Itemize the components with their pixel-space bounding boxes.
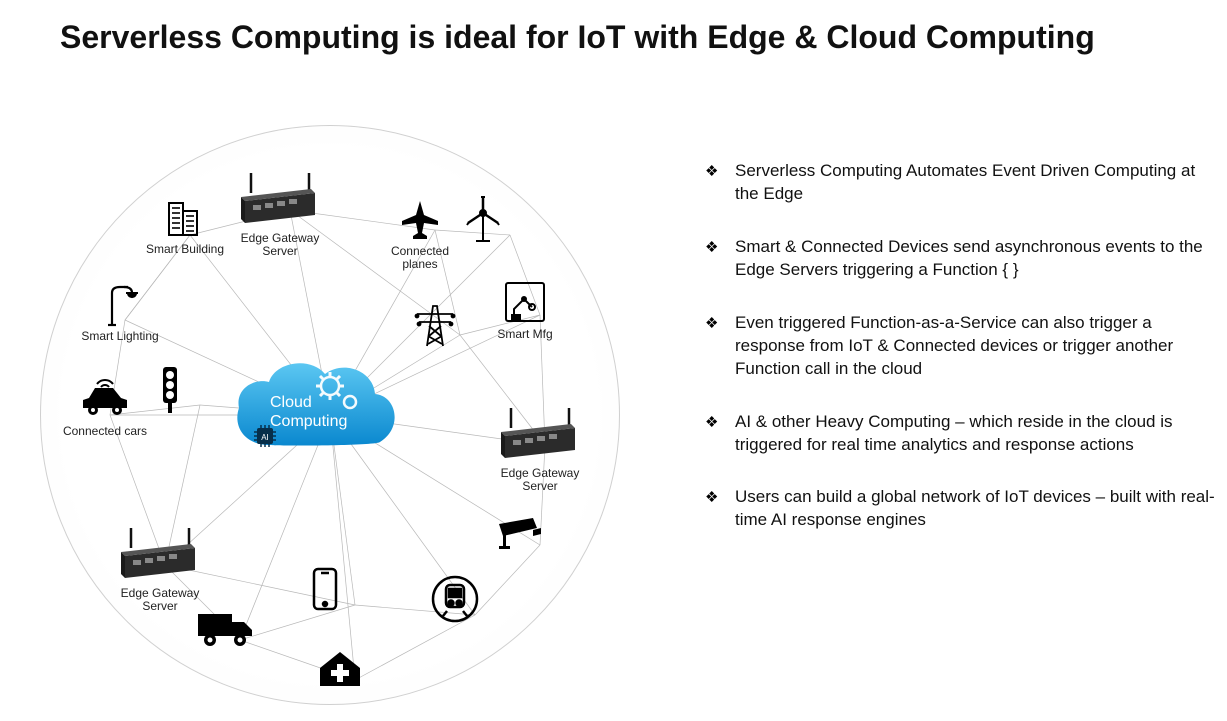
bullet-item: Serverless Computing Automates Event Dri… xyxy=(705,160,1215,206)
node-train xyxy=(415,575,495,623)
node-cctv xyxy=(480,510,560,558)
node-connected-cars: Connected cars xyxy=(50,375,160,438)
streetlight-icon xyxy=(65,280,175,328)
node-smart-mfg: Smart Mfg xyxy=(480,278,570,341)
router-icon xyxy=(105,525,215,585)
gateway-label: Edge Gateway Server xyxy=(225,232,335,258)
node-label: Connected planes xyxy=(375,245,465,271)
cloud-label: Cloud Computing xyxy=(270,393,380,431)
train-icon xyxy=(415,575,495,623)
node-label: Smart Building xyxy=(130,243,240,256)
edge-gateway-top: Edge Gateway Server xyxy=(225,170,335,258)
truck-icon xyxy=(180,605,270,653)
edge-gateway-right: Edge Gateway Server xyxy=(485,405,595,493)
router-icon xyxy=(225,170,335,230)
smartphone-icon xyxy=(290,565,360,613)
node-smart-lighting: Smart Lighting xyxy=(65,280,175,343)
node-hospital xyxy=(300,645,380,693)
node-smart-building: Smart Building xyxy=(130,193,240,256)
node-label: Smart Mfg xyxy=(480,328,570,341)
bullet-item: Even triggered Function-as-a-Service can… xyxy=(705,312,1215,381)
node-label: Smart Lighting xyxy=(65,330,175,343)
node-power-tower xyxy=(400,300,470,348)
gateway-label: Edge Gateway Server xyxy=(485,467,595,493)
page-title: Serverless Computing is ideal for IoT wi… xyxy=(60,18,1187,56)
node-wind-turbine xyxy=(448,195,518,243)
bullet-item: Smart & Connected Devices send asynchron… xyxy=(705,236,1215,282)
wind-turbine-icon xyxy=(448,195,518,243)
power-tower-icon xyxy=(400,300,470,348)
iot-diagram: AI Cloud Computing xyxy=(30,115,630,715)
cctv-icon xyxy=(480,510,560,558)
bullet-item: Users can build a global network of IoT … xyxy=(705,486,1215,532)
router-icon xyxy=(485,405,595,465)
node-truck xyxy=(180,605,270,653)
hospital-icon xyxy=(300,645,380,693)
bullet-list: Serverless Computing Automates Event Dri… xyxy=(705,160,1215,562)
building-icon xyxy=(130,193,240,241)
svg-text:AI: AI xyxy=(261,433,269,442)
node-smartphone xyxy=(290,565,360,613)
node-label: Connected cars xyxy=(50,425,160,438)
bullet-item: AI & other Heavy Computing – which resid… xyxy=(705,411,1215,457)
car-icon xyxy=(50,375,160,423)
factory-robot-icon xyxy=(480,278,570,326)
edge-gateway-bottomleft: Edge Gateway Server xyxy=(105,525,215,613)
